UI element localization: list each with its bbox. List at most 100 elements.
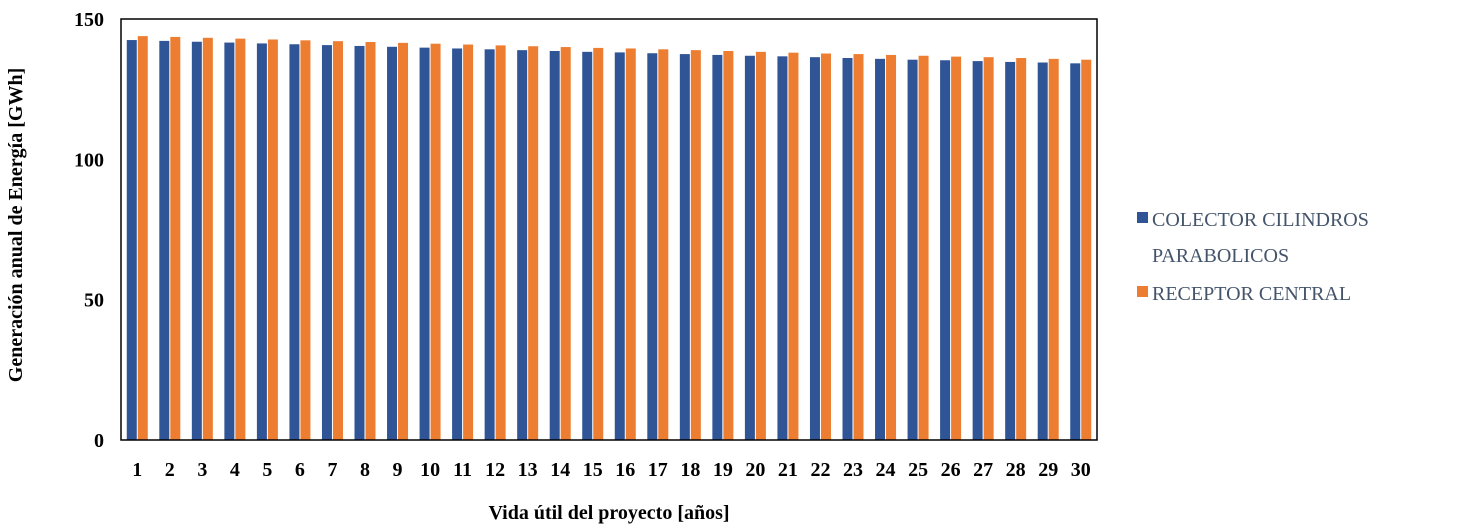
bar-receptor-year-20 (755, 51, 766, 440)
bar-colector-year-30 (1070, 63, 1081, 440)
y-tick-label: 150 (74, 9, 104, 31)
x-tick-label: 11 (453, 459, 472, 481)
bar-colector-year-7 (321, 45, 332, 441)
bar-colector-year-28 (1005, 61, 1016, 440)
x-tick-label: 29 (1038, 459, 1058, 481)
bar-colector-year-11 (452, 48, 463, 440)
x-tick-label: 22 (810, 459, 830, 481)
bar-receptor-year-21 (788, 52, 799, 441)
x-tick-label: 9 (393, 459, 403, 481)
bar-colector-year-22 (809, 57, 820, 441)
bar-receptor-year-2 (170, 36, 181, 440)
bar-colector-year-20 (744, 55, 755, 440)
x-tick-label: 18 (680, 459, 700, 481)
bar-receptor-year-14 (560, 47, 571, 441)
bars-group (126, 36, 1092, 441)
bar-receptor-year-17 (658, 49, 669, 440)
x-tick-label: 26 (941, 459, 961, 481)
bar-receptor-year-3 (202, 37, 213, 441)
bar-colector-year-14 (549, 50, 560, 440)
x-tick-label: 10 (420, 459, 440, 481)
bar-colector-year-15 (582, 51, 593, 440)
bar-colector-year-2 (159, 40, 170, 440)
bar-receptor-year-24 (886, 54, 897, 441)
legend-label-colector-line1: COLECTOR CILINDROS (1152, 209, 1369, 231)
bar-receptor-year-28 (1016, 58, 1027, 440)
x-tick-label: 21 (778, 459, 798, 481)
bar-colector-year-10 (419, 47, 430, 441)
bar-receptor-year-10 (430, 43, 441, 440)
y-tick-label: 50 (84, 290, 104, 312)
x-axis-ticks: 1 2 3 4 5 6 7 8 9 10 11 12 13 14 15 16 17 18 19 20 21 22 23 24 2… (132, 459, 1090, 481)
bar-receptor-year-29 (1048, 58, 1059, 440)
plot-area-frame (120, 18, 1098, 441)
legend-label-receptor: RECEPTOR CENTRAL (1152, 283, 1351, 305)
x-tick-label: 1 (132, 459, 142, 481)
legend: COLECTOR CILINDROS PARABOLICOS RECEPTOR … (1137, 209, 1369, 305)
legend-swatch-receptor (1137, 286, 1148, 297)
x-tick-label: 2 (165, 459, 175, 481)
x-tick-label: 3 (197, 459, 207, 481)
x-tick-label: 16 (615, 459, 635, 481)
x-tick-label: 24 (876, 459, 896, 481)
bar-receptor-year-1 (137, 36, 148, 440)
bar-receptor-year-16 (625, 48, 636, 440)
bar-receptor-year-25 (918, 55, 929, 440)
bar-colector-year-21 (777, 56, 788, 440)
bar-receptor-year-5 (267, 39, 278, 440)
bar-colector-year-19 (712, 54, 723, 441)
legend-swatch-colector (1137, 212, 1148, 223)
y-axis-ticks: 0 50 100 150 (74, 9, 104, 452)
x-tick-label: 17 (648, 459, 668, 481)
bar-colector-year-23 (842, 58, 853, 440)
bar-receptor-year-9 (398, 42, 409, 441)
x-tick-label: 23 (843, 459, 863, 481)
legend-label-colector-line2: PARABOLICOS (1152, 245, 1289, 267)
bar-colector-year-29 (1037, 62, 1048, 441)
x-tick-label: 27 (973, 459, 993, 481)
x-tick-label: 14 (550, 459, 570, 481)
bar-receptor-year-4 (235, 38, 246, 440)
x-tick-label: 30 (1071, 459, 1091, 481)
bar-colector-year-24 (875, 58, 886, 440)
bar-receptor-year-15 (593, 47, 604, 441)
y-tick-label: 100 (74, 149, 104, 171)
y-axis-label: Generación anual de Energía [GWh] (5, 68, 27, 382)
x-axis-label: Vida útil del proyecto [años] (488, 502, 729, 524)
bar-colector-year-16 (614, 52, 625, 441)
bar-receptor-year-8 (365, 42, 376, 440)
bar-colector-year-5 (256, 43, 267, 440)
x-tick-label: 13 (518, 459, 538, 481)
bar-colector-year-9 (387, 46, 398, 440)
bar-receptor-year-23 (853, 54, 864, 440)
x-tick-label: 20 (745, 459, 765, 481)
bar-receptor-year-19 (723, 50, 734, 440)
bar-colector-year-4 (224, 42, 235, 441)
bar-receptor-year-30 (1081, 59, 1092, 441)
x-tick-label: 6 (295, 459, 305, 481)
bar-colector-year-18 (679, 54, 690, 440)
bar-colector-year-26 (940, 60, 951, 441)
y-tick-label: 0 (94, 430, 104, 452)
bar-receptor-year-26 (951, 56, 962, 440)
x-tick-label: 8 (360, 459, 370, 481)
x-tick-label: 19 (713, 459, 733, 481)
x-tick-label: 5 (262, 459, 272, 481)
bar-receptor-year-18 (690, 50, 701, 441)
bar-receptor-year-6 (300, 40, 311, 441)
bar-receptor-year-11 (463, 44, 474, 440)
bar-colector-year-8 (354, 45, 365, 440)
bar-colector-year-6 (289, 44, 300, 440)
bar-receptor-year-22 (820, 53, 831, 440)
bar-receptor-year-7 (332, 41, 343, 440)
bar-colector-year-25 (907, 59, 918, 441)
x-tick-label: 4 (230, 459, 240, 481)
bar-colector-year-17 (647, 53, 658, 440)
bar-receptor-year-12 (495, 45, 506, 441)
bar-colector-year-27 (972, 61, 983, 440)
bar-colector-year-12 (484, 49, 495, 440)
x-tick-label: 28 (1006, 459, 1026, 481)
bar-receptor-year-13 (528, 46, 539, 440)
x-tick-label: 15 (583, 459, 603, 481)
